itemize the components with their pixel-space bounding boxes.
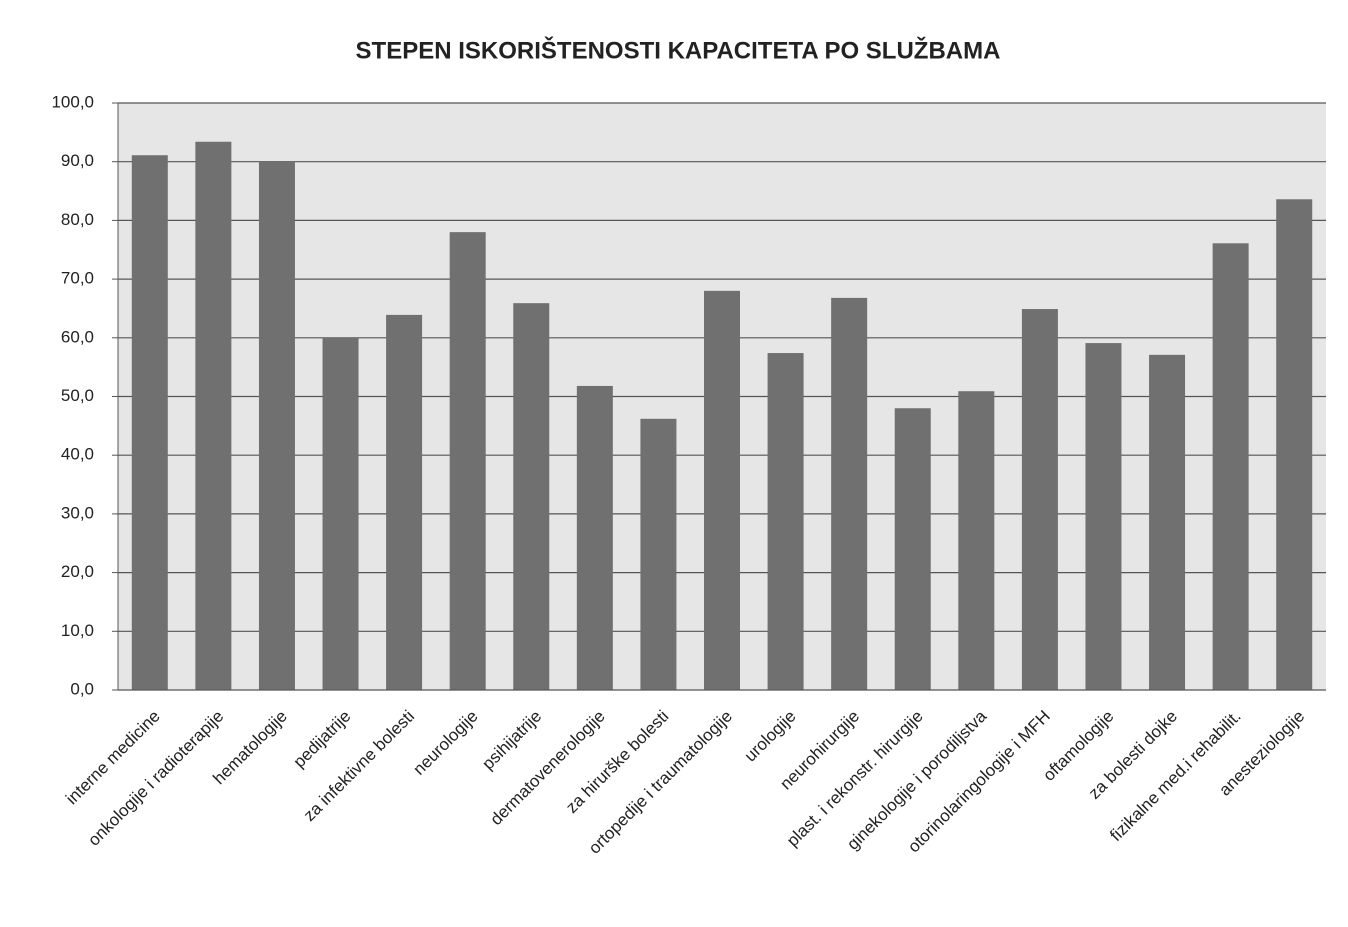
y-tick-label: 70,0 — [61, 269, 94, 288]
x-tick-label: onkologije i radioterapije — [84, 707, 227, 850]
bar — [1212, 243, 1249, 690]
bar — [831, 297, 868, 690]
bar — [640, 418, 677, 690]
y-tick-label: 60,0 — [61, 327, 94, 346]
bar — [513, 303, 550, 690]
bar — [1085, 343, 1122, 690]
y-tick-label: 90,0 — [61, 151, 94, 170]
bar — [386, 314, 423, 690]
bar — [1149, 354, 1186, 690]
y-tick-label: 10,0 — [61, 621, 94, 640]
bar — [449, 232, 486, 690]
bar — [1021, 309, 1058, 690]
y-tick-label: 50,0 — [61, 386, 94, 405]
chart-title: STEPEN ISKORIŠTENOSTI KAPACITETA PO SLUŽ… — [356, 36, 1001, 64]
bar — [1276, 199, 1313, 690]
bar — [576, 385, 613, 690]
y-tick-label: 100,0 — [51, 92, 94, 111]
x-tick-label: za infektivne bolesti — [300, 707, 418, 825]
bar — [704, 290, 740, 690]
x-tick-label: neurologije — [409, 707, 481, 779]
y-tick-label: 30,0 — [61, 503, 94, 522]
bar — [894, 408, 931, 690]
bar — [131, 155, 168, 691]
bar — [258, 161, 295, 690]
y-tick-label: 0,0 — [70, 679, 94, 698]
bar — [322, 337, 359, 690]
bar — [195, 141, 232, 690]
y-tick-label: 40,0 — [61, 445, 94, 464]
x-tick-label: fizikalne med.i rehabilit. — [1106, 707, 1244, 845]
bar — [767, 353, 804, 690]
y-tick-label: 20,0 — [61, 562, 94, 581]
x-tick-label: dermatovenerologije — [486, 707, 608, 829]
y-tick-label: 80,0 — [61, 210, 94, 229]
bar — [958, 391, 995, 690]
x-tick-label: urologije — [741, 707, 800, 766]
x-tick-label: pedijatrije — [290, 707, 355, 772]
x-tick-label: psihijatrije — [478, 707, 545, 774]
